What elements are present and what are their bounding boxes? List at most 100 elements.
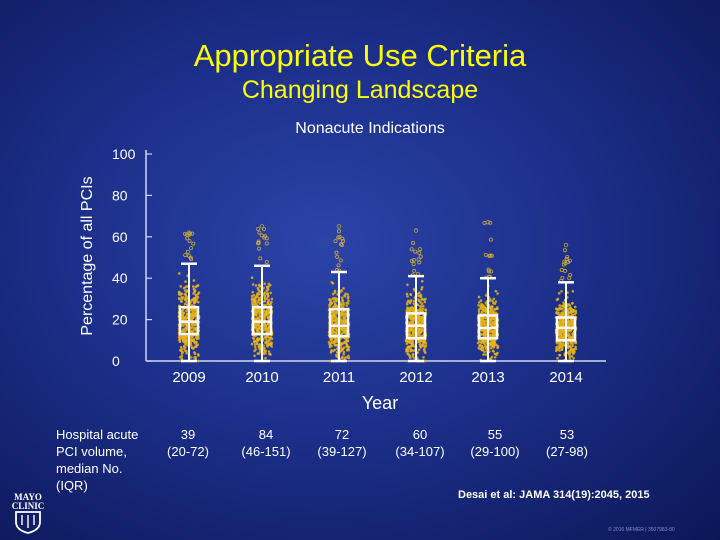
data-point — [264, 329, 268, 332]
data-point — [331, 292, 335, 296]
data-point — [253, 349, 256, 353]
data-point — [269, 343, 273, 346]
data-point — [419, 331, 422, 334]
volume-median: 60 — [412, 427, 428, 442]
data-point — [180, 295, 184, 299]
data-point — [184, 297, 188, 301]
outlier-point — [409, 259, 414, 264]
data-point — [417, 309, 421, 313]
data-point — [185, 290, 188, 294]
data-point — [424, 309, 428, 312]
data-point — [180, 348, 183, 351]
data-point — [185, 285, 189, 288]
data-point — [181, 316, 184, 319]
data-point — [342, 327, 346, 330]
chart-title: Nonacute Indications — [295, 120, 445, 137]
data-point — [484, 306, 487, 310]
outlier-point — [188, 231, 193, 236]
data-point — [185, 351, 188, 355]
data-point — [489, 346, 493, 350]
data-point — [195, 344, 198, 347]
outlier-point — [563, 268, 568, 273]
data-point — [407, 353, 410, 356]
outlier-point — [339, 243, 344, 248]
volume-median: 53 — [559, 427, 575, 442]
data-point — [491, 299, 494, 303]
data-point — [479, 305, 482, 308]
data-point — [191, 285, 195, 288]
data-point — [264, 352, 267, 355]
data-point — [488, 310, 492, 313]
data-point — [342, 287, 345, 290]
data-point — [258, 315, 262, 318]
data-point — [422, 304, 425, 308]
data-point — [412, 287, 416, 291]
data-point — [480, 317, 484, 320]
data-point — [189, 356, 193, 359]
data-point — [184, 280, 187, 283]
data-point — [185, 300, 188, 303]
data-point — [255, 338, 259, 342]
data-point — [266, 287, 269, 290]
data-point — [178, 338, 181, 342]
data-point — [342, 330, 346, 334]
data-point — [480, 310, 484, 313]
data-point — [343, 310, 347, 313]
x-axis-label: Year — [361, 393, 399, 413]
data-point — [405, 309, 409, 313]
copyright-footer: © 2016 MFMER | 3507983-80 — [608, 527, 675, 533]
data-point — [183, 302, 187, 306]
data-point — [253, 345, 257, 349]
data-point — [569, 346, 572, 350]
data-point — [184, 340, 188, 344]
data-point — [410, 342, 414, 346]
outlier-point — [256, 239, 261, 244]
data-point — [412, 302, 416, 305]
x-tick-label: 2009 — [172, 369, 205, 386]
data-point — [332, 327, 335, 330]
data-point — [256, 311, 260, 314]
data-point — [263, 299, 267, 303]
y-tick-label: 20 — [112, 312, 128, 328]
data-point — [347, 356, 351, 360]
outlier-point — [336, 229, 341, 234]
data-point — [190, 317, 193, 320]
data-point — [179, 346, 183, 349]
data-point — [333, 302, 337, 306]
data-point — [257, 288, 260, 292]
data-point — [343, 340, 346, 344]
data-point — [411, 352, 415, 356]
data-point — [407, 334, 411, 338]
data-point — [562, 335, 566, 339]
data-point — [342, 320, 346, 324]
data-point — [335, 327, 338, 331]
data-point — [258, 344, 262, 348]
outlier-point — [483, 252, 488, 257]
data-point — [570, 320, 573, 324]
data-point — [177, 293, 181, 296]
data-point — [253, 340, 256, 344]
data-point — [482, 353, 485, 356]
data-point — [263, 292, 266, 295]
data-point — [328, 342, 332, 346]
data-point — [196, 352, 200, 356]
data-point — [419, 316, 423, 320]
data-point — [554, 307, 558, 311]
data-point — [253, 323, 257, 327]
data-point — [254, 284, 258, 287]
data-point — [347, 345, 351, 349]
data-point — [560, 289, 563, 293]
data-point — [479, 333, 483, 336]
volume-row-label: Hospital acute PCI volume, median No. (I… — [56, 426, 166, 494]
data-point — [561, 346, 564, 349]
data-point — [423, 349, 426, 353]
data-point — [330, 331, 334, 335]
data-point — [494, 311, 498, 315]
volume-median: 55 — [487, 427, 503, 442]
volume-median: 39 — [180, 427, 196, 442]
data-point — [185, 349, 188, 353]
outlier-point — [335, 254, 340, 259]
data-point — [412, 299, 416, 303]
x-tick-label: 2014 — [549, 369, 582, 386]
x-tick-label: 2011 — [323, 369, 355, 386]
